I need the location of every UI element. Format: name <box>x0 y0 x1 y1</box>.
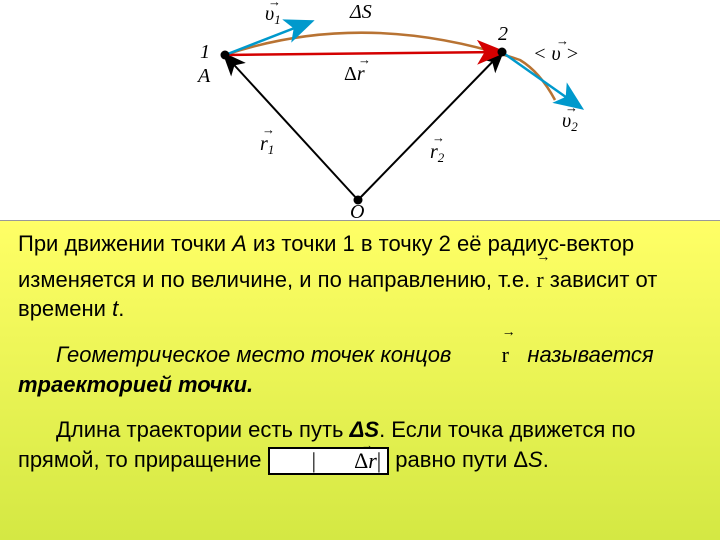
label-2: 2 <box>498 23 508 45</box>
paragraph-1: При движении точки A из точки 1 в точку … <box>18 229 702 324</box>
dr-magnitude-box: |→Δr| <box>268 447 390 475</box>
p3-S: S <box>528 447 543 472</box>
label-dS: ΔS <box>349 1 372 23</box>
paragraph-2: Геометрическое место точек концов r назы… <box>18 334 702 399</box>
r-vector-inline-1: r <box>536 259 543 295</box>
vector-r1 <box>225 55 358 200</box>
p2-text-a: Геометрическое место точек концов <box>56 342 458 367</box>
r-vector-inline-2: r <box>464 334 509 370</box>
label-A: A <box>196 65 211 87</box>
text-area: При движении точки A из точки 1 в точку … <box>0 220 720 540</box>
label-dr: Δr <box>344 63 365 85</box>
label-1: 1 <box>200 41 210 63</box>
p2-text-b: называется <box>521 342 653 367</box>
p2-trajectory: траекторией точки. <box>18 372 253 397</box>
p1-text-d: . <box>118 296 124 321</box>
point-1 <box>221 51 230 60</box>
paragraph-3: Длина траектории есть путь ΔS. Если точк… <box>18 415 702 475</box>
p3-text-c: равно пути Δ <box>389 447 528 472</box>
p1-A: A <box>232 231 247 256</box>
vector-r2 <box>358 52 502 200</box>
physics-diagram: 1 A 2 O ΔS → υ1 → υ2 → < υ > → r1 → r2 →… <box>0 0 720 220</box>
p3-text-d: . <box>543 447 549 472</box>
p3-text-a: Длина траектории есть путь <box>56 417 350 442</box>
point-2 <box>498 48 507 57</box>
label-avgv: < υ > <box>533 43 579 65</box>
diagram-area: 1 A 2 O ΔS → υ1 → υ2 → < υ > → r1 → r2 →… <box>0 0 720 220</box>
label-O: O <box>350 201 364 220</box>
p1-text-a: При движении точки <box>18 231 232 256</box>
